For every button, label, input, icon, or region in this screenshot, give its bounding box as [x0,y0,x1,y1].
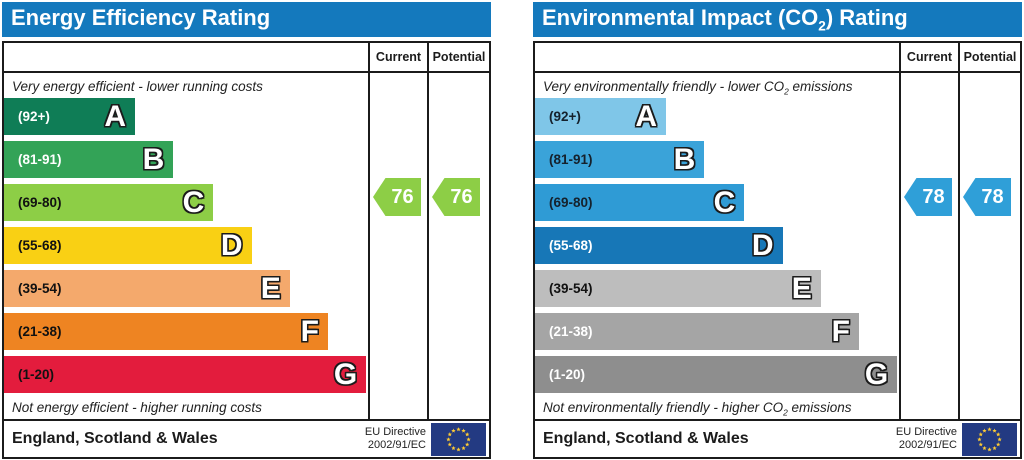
band-e: (39-54) E [535,270,821,307]
band-row-c: (69-80) C [4,184,368,221]
column-header-row: Current Potential [535,43,1020,73]
band-letter: D [220,228,243,262]
band-row-g: (1-20) G [535,356,899,393]
chart-footer: England, Scotland & Wales EU Directive 2… [535,419,1020,457]
band-letter: E [791,271,812,305]
eu-flag-icon [962,422,1017,456]
band-b: (81-91) B [4,141,174,178]
band-letter: G [333,357,358,391]
band-letter: B [673,142,696,176]
band-range: (21-38) [549,324,593,339]
potential-rating-arrow: 78 [963,178,1011,216]
region-label: England, Scotland & Wales [543,430,749,447]
band-c: (69-80) C [4,184,214,221]
current-rating-arrow: 76 [373,178,421,216]
band-row-d: (55-68) D [4,227,368,264]
chart-body: Very environmentally friendly - lower CO… [535,73,1020,419]
potential-value-column: 78 [958,73,1020,419]
band-row-d: (55-68) D [535,227,899,264]
band-range: (81-91) [18,152,62,167]
panel-title: Environmental Impact (CO2) Rating [542,5,908,34]
potential-column-header: Potential [427,43,489,71]
band-b: (81-91) B [535,141,705,178]
bottom-caption: Not energy efficient - higher running co… [12,400,262,415]
band-c: (69-80) C [535,184,745,221]
band-f: (21-38) F [4,313,328,350]
band-row-e: (39-54) E [4,270,368,307]
eu-directive-label: EU Directive 2002/91/EC [895,426,957,451]
bands-column: Very energy efficient - lower running co… [4,73,368,419]
band-range: (1-20) [549,367,586,382]
band-g: (1-20) G [535,356,898,393]
current-column-header: Current [899,43,958,71]
band-range: (1-20) [18,367,55,382]
energy-chart-box: Current Potential Very energy efficient … [2,41,491,459]
band-letter: B [142,142,165,176]
band-row-b: (81-91) B [535,141,899,178]
band-range: (69-80) [18,195,62,210]
band-g: (1-20) G [4,356,367,393]
band-d: (55-68) D [535,227,783,264]
top-caption: Very energy efficient - lower running co… [12,79,263,94]
band-e: (39-54) E [4,270,290,307]
band-letter: C [182,185,205,219]
band-letter: A [104,99,127,133]
band-range: (92+) [18,109,50,124]
band-row-a: (92+) A [535,98,899,135]
band-letter: E [260,271,281,305]
band-row-g: (1-20) G [4,356,368,393]
eu-directive-label: EU Directive 2002/91/EC [364,426,426,451]
current-value-column: 78 [899,73,958,419]
band-a: (92+) A [4,98,136,135]
band-range: (92+) [549,109,581,124]
band-range: (55-68) [549,238,593,253]
band-row-f: (21-38) F [535,313,899,350]
bands-column: Very environmentally friendly - lower CO… [535,73,899,419]
current-column-header: Current [368,43,427,71]
rating-bands: (92+) A (81-91) B (69-80) C (55-68) D (39-54… [4,98,368,393]
band-range: (39-54) [549,281,593,296]
band-letter: A [635,99,658,133]
band-range: (21-38) [18,324,62,339]
band-range: (55-68) [18,238,62,253]
environmental-impact-panel: Environmental Impact (CO2) Rating Curren… [533,2,1022,459]
chart-body: Very energy efficient - lower running co… [4,73,489,419]
band-row-f: (21-38) F [4,313,368,350]
top-caption: Very environmentally friendly - lower CO… [543,79,853,97]
spacer-cell [535,43,899,71]
band-letter: D [751,228,774,262]
eu-flag-icon [431,422,486,456]
current-rating-arrow: 78 [904,178,952,216]
band-range: (39-54) [18,281,62,296]
environmental-panel-title-bar: Environmental Impact (CO2) Rating [533,2,1022,37]
band-a: (92+) A [535,98,667,135]
rating-bands: (92+) A (81-91) B (69-80) C (55-68) D (39-54… [535,98,899,393]
environmental-chart-box: Current Potential Very environmentally f… [533,41,1022,459]
band-row-a: (92+) A [4,98,368,135]
band-d: (55-68) D [4,227,252,264]
band-letter: F [831,314,850,348]
band-row-c: (69-80) C [535,184,899,221]
region-label: England, Scotland & Wales [12,430,218,447]
band-letter: C [713,185,736,219]
band-row-b: (81-91) B [4,141,368,178]
band-range: (81-91) [549,152,593,167]
chart-footer: England, Scotland & Wales EU Directive 2… [4,419,489,457]
panel-title: Energy Efficiency Rating [11,5,271,31]
potential-column-header: Potential [958,43,1020,71]
energy-efficiency-panel: Energy Efficiency Rating Current Potenti… [2,2,491,459]
band-f: (21-38) F [535,313,859,350]
band-range: (69-80) [549,195,593,210]
potential-value-column: 76 [427,73,489,419]
band-row-e: (39-54) E [535,270,899,307]
band-letter: F [300,314,319,348]
band-letter: G [864,357,889,391]
spacer-cell [4,43,368,71]
potential-rating-arrow: 76 [432,178,480,216]
energy-panel-title-bar: Energy Efficiency Rating [2,2,491,37]
current-value-column: 76 [368,73,427,419]
column-header-row: Current Potential [4,43,489,73]
bottom-caption: Not environmentally friendly - higher CO… [543,400,852,418]
